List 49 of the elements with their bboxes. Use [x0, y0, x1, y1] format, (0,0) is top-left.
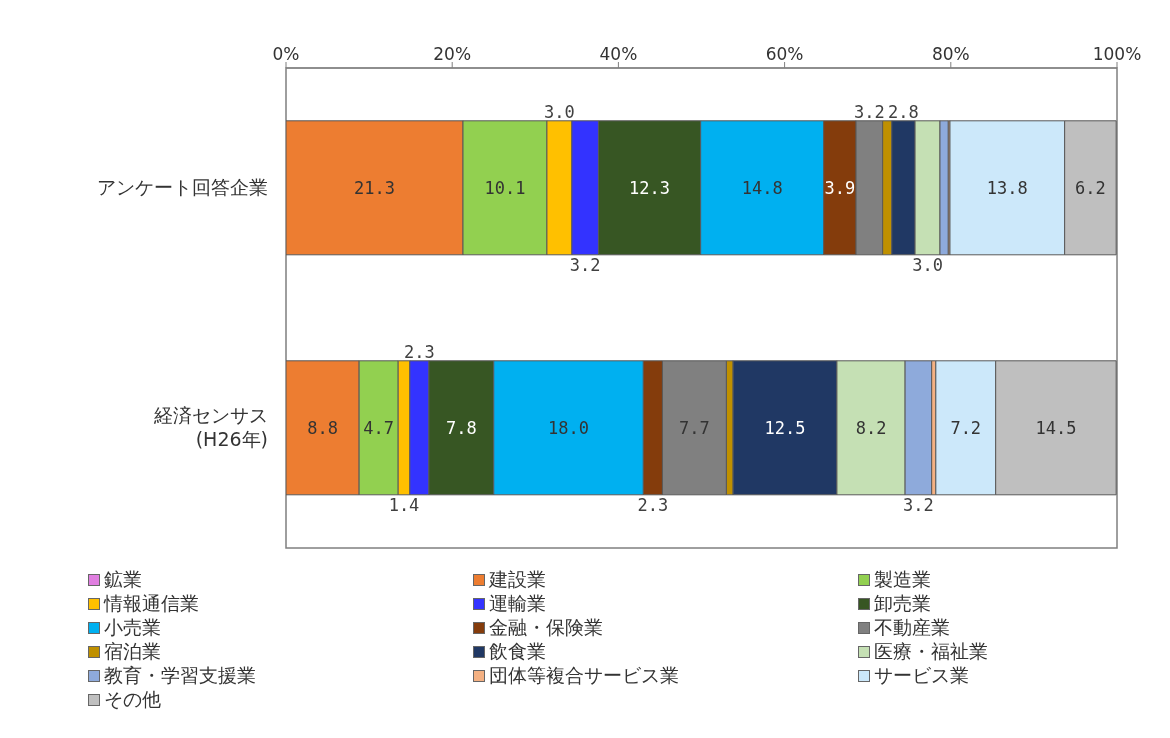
legend-label: 小売業: [104, 616, 161, 639]
legend-label: 不動産業: [874, 616, 950, 639]
data-label: 3.0: [544, 101, 575, 122]
legend-label: 建設業: [489, 568, 546, 591]
data-label: 2.8: [888, 101, 919, 122]
legend-label: 医療・福祉業: [874, 640, 988, 663]
data-label: 3.2: [903, 494, 934, 515]
data-label: 12.3: [629, 177, 671, 198]
data-label: 3.0: [912, 254, 943, 275]
data-label: 3.2: [854, 101, 885, 122]
data-label: 3.9: [824, 177, 856, 198]
legend-label: 運輸業: [489, 592, 546, 615]
legend-label: 飲食業: [489, 640, 546, 663]
data-label: 2.3: [637, 494, 669, 515]
data-label: 10.1: [484, 177, 526, 198]
data-label: 7.8: [445, 417, 477, 438]
y-tick-label: 経済センサス (H26年): [153, 404, 268, 450]
data-label: 2.3: [404, 341, 435, 362]
data-label: 7.7: [679, 417, 710, 438]
legend-label: 団体等複合サービス業: [489, 664, 679, 687]
x-tick-label: 20%: [433, 44, 472, 64]
legend-label: 製造業: [874, 568, 931, 591]
x-tick-label: 60%: [765, 44, 804, 64]
legend-label: サービス業: [874, 664, 969, 687]
y-tick-label: アンケート回答企業: [97, 176, 268, 198]
legend-label: 教育・学習支援業: [104, 664, 256, 687]
data-label: 14.8: [741, 177, 783, 198]
x-tick-label: 100%: [1092, 44, 1142, 64]
legend-label: 鉱業: [104, 568, 142, 591]
x-tick-label: 40%: [599, 44, 638, 64]
data-label: 18.0: [548, 417, 590, 438]
x-tick-label: 80%: [931, 44, 970, 64]
data-label: 8.2: [855, 417, 887, 438]
data-label: 6.2: [1075, 177, 1106, 198]
legend-label: その他: [104, 688, 161, 711]
legend-label: 卸売業: [874, 592, 931, 615]
data-label: 4.7: [363, 417, 395, 438]
data-label: 3.2: [569, 254, 601, 275]
legend-label: 宿泊業: [104, 640, 161, 663]
data-label: 14.5: [1035, 417, 1077, 438]
legend-label: 金融・保険業: [489, 616, 603, 639]
x-tick-label: 0%: [272, 44, 300, 64]
legend-label: 情報通信業: [104, 592, 199, 615]
data-label: 7.2: [950, 417, 982, 438]
data-label: 13.8: [986, 177, 1028, 198]
data-label: 12.5: [764, 417, 806, 438]
data-label: 1.4: [388, 494, 420, 515]
data-label: 21.3: [354, 177, 395, 198]
data-label: 8.8: [307, 417, 338, 438]
